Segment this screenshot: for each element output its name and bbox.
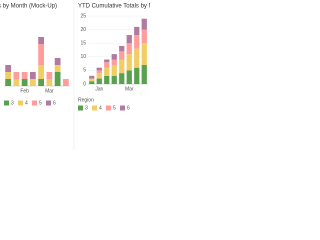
bar-segment — [111, 59, 117, 65]
bar-segment — [46, 79, 53, 86]
chart-title: s by Month (Mock-Up) — [0, 4, 57, 10]
bar-segment — [38, 44, 45, 65]
bar-segment — [104, 75, 110, 84]
bar-segment — [134, 67, 140, 84]
bar-segment — [119, 51, 125, 60]
bar-segment — [134, 48, 140, 68]
bar-segment — [62, 79, 69, 86]
legend-swatch — [92, 105, 97, 111]
bar-segment — [126, 43, 132, 55]
bar-segment — [13, 79, 20, 86]
bar-segment — [29, 72, 36, 79]
bar-segment — [96, 67, 102, 71]
bar-segment — [96, 73, 102, 79]
legend-label: 5 — [113, 105, 116, 111]
bar-segment — [141, 29, 147, 44]
legend-label: 6 — [127, 105, 130, 111]
bar-segment — [104, 67, 110, 76]
bar-segment — [46, 72, 53, 79]
bar-segment — [111, 64, 117, 76]
bar-segment — [141, 43, 147, 65]
legend-swatch — [46, 100, 51, 106]
legend-swatch — [32, 100, 37, 106]
bar-segment — [111, 75, 117, 84]
bar-segment — [21, 79, 28, 86]
y-tick-label: 5 — [83, 68, 86, 74]
bar-segment — [119, 45, 125, 52]
legend-label: 3 — [11, 100, 14, 106]
legend-swatch — [120, 105, 125, 111]
bar-segment — [141, 64, 147, 84]
bar-segment — [96, 70, 102, 74]
bar-segment — [126, 54, 132, 71]
bar-segment — [5, 79, 12, 86]
bar-segment — [126, 70, 132, 84]
bar-segment — [104, 62, 110, 68]
legend-swatch — [18, 100, 23, 106]
bar-segment — [29, 79, 36, 86]
legend-label: 3 — [85, 105, 88, 111]
x-tick-label: Mar — [125, 86, 134, 92]
bar-segment — [111, 54, 117, 60]
bar-segment — [5, 72, 12, 79]
y-tick-label: 20 — [80, 27, 86, 33]
bar-segment — [89, 81, 95, 84]
bar-segment — [38, 37, 45, 44]
bar-segment — [38, 65, 45, 79]
legend-swatch — [4, 100, 9, 106]
legend-label: 5 — [39, 100, 42, 106]
legend-swatch — [78, 105, 83, 111]
x-tick-label: Jan — [95, 86, 103, 92]
legend-title: Region — [78, 97, 94, 103]
bar-segment — [89, 75, 95, 79]
bar-segment — [13, 72, 20, 79]
y-tick-label: 15 — [80, 41, 86, 47]
bar-segment — [126, 35, 132, 44]
bar-segment — [134, 35, 140, 49]
chart-title: YTD Cumulative Totals by Mo — [78, 4, 150, 10]
bar-segment — [119, 59, 125, 74]
y-tick-label: 0 — [83, 81, 86, 87]
legend-label: 4 — [99, 105, 102, 111]
y-tick-label: 10 — [80, 54, 86, 60]
bar-segment — [119, 73, 125, 84]
x-tick-label: Mar — [45, 88, 54, 94]
bar-segment — [96, 78, 102, 84]
bar-segment — [141, 18, 147, 30]
legend-label: 6 — [53, 100, 56, 106]
bar-segment — [21, 72, 28, 79]
bar-segment — [134, 26, 140, 36]
legend-swatch — [106, 105, 111, 111]
bar-segment — [54, 65, 61, 72]
bar-segment — [104, 59, 110, 63]
x-tick-label: Feb — [20, 88, 29, 94]
dashboard: s by Month (Mock-Up) Feb Mar 3 4 5 6 YTD Cumula… — [0, 0, 158, 150]
bar-segment — [54, 72, 61, 86]
legend-label: 4 — [25, 100, 28, 106]
bar-segment — [54, 58, 61, 65]
bar-segment — [5, 65, 12, 72]
bar-segment — [89, 78, 95, 82]
bar-segment — [38, 79, 45, 86]
y-tick-label: 25 — [80, 13, 86, 19]
